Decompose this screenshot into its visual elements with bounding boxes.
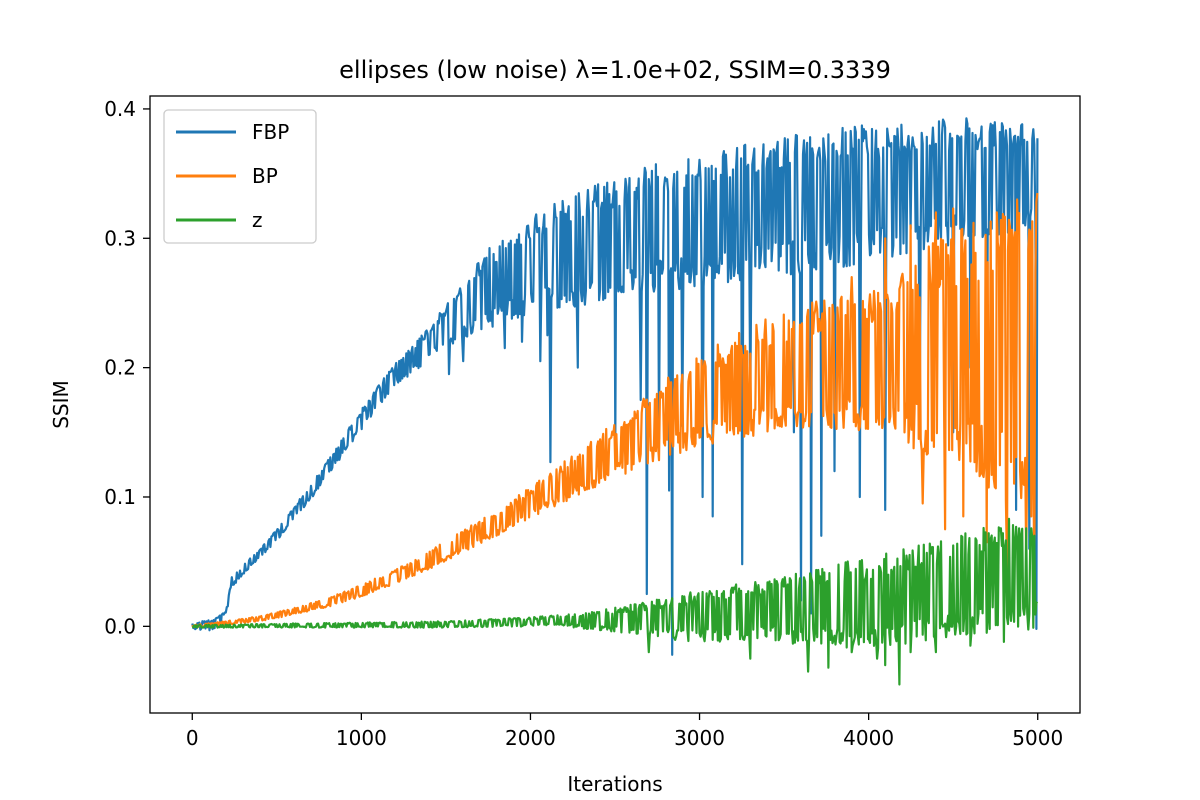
series-line-bp	[191, 192, 1039, 629]
x-axis-title: Iterations	[567, 772, 662, 796]
chart-title: ellipses (low noise) λ=1.0e+02, SSIM=0.3…	[339, 56, 891, 84]
y-axis-title: SSIM	[49, 380, 73, 429]
x-tick-label: 2000	[505, 726, 556, 750]
x-tick-label: 1000	[336, 726, 387, 750]
series-line-fbp	[191, 117, 1039, 656]
series-z-group	[192, 517, 1039, 686]
legend-label-z: z	[252, 208, 263, 232]
legend-box	[163, 109, 317, 244]
y-tick-label: 0.4	[104, 97, 136, 121]
y-axis-ticks: 0.0 0.1 0.2 0.3 0.4	[104, 97, 150, 638]
legend-label-fbp: FBP	[252, 120, 289, 144]
plot-frame	[149, 95, 1081, 714]
legend: FBP BP z	[163, 109, 317, 244]
x-tick-label: 3000	[674, 726, 725, 750]
series-line-z	[192, 517, 1039, 686]
series-bp-group	[191, 192, 1039, 629]
plot-area	[191, 117, 1039, 686]
y-tick-label: 0.3	[104, 226, 136, 250]
legend-label-bp: BP	[252, 164, 278, 188]
x-tick-label: 0	[186, 726, 199, 750]
y-tick-label: 0.2	[104, 356, 136, 380]
y-tick-label: 0.0	[104, 614, 136, 638]
series-fbp-group	[191, 117, 1039, 656]
x-axis-ticks: 0 1000 2000 3000 4000 5000	[186, 713, 1063, 750]
y-tick-label: 0.1	[104, 485, 136, 509]
x-tick-label: 4000	[843, 726, 894, 750]
x-tick-label: 5000	[1012, 726, 1063, 750]
